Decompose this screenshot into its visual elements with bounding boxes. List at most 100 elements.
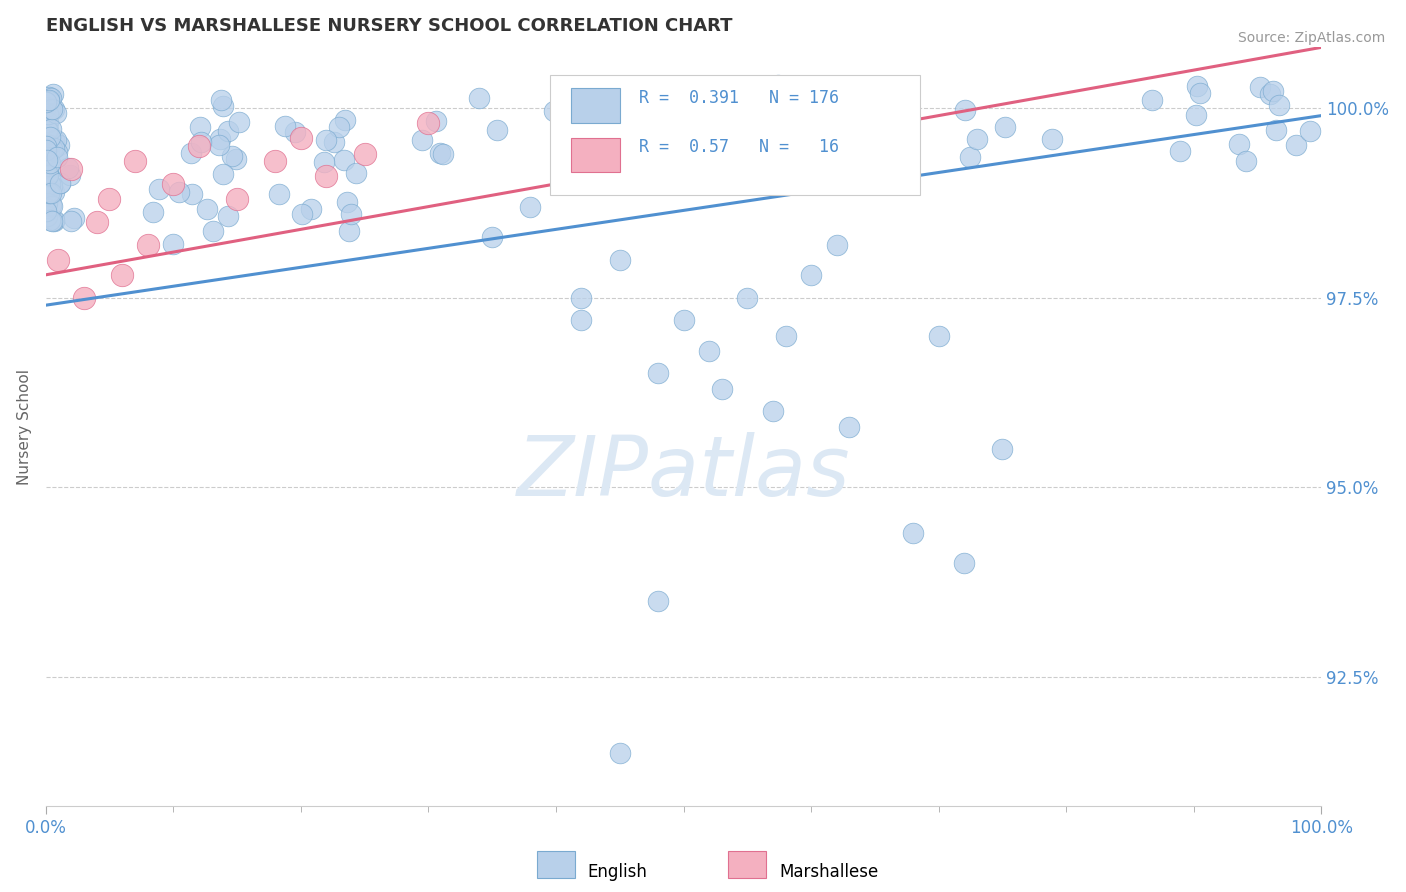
Point bbox=[201, 224, 224, 238]
Point bbox=[336, 195, 359, 210]
Point bbox=[640, 119, 662, 133]
Point bbox=[181, 187, 204, 202]
Point bbox=[418, 116, 440, 130]
Point bbox=[37, 169, 59, 183]
Point bbox=[209, 93, 232, 107]
Point bbox=[315, 133, 337, 147]
Point bbox=[723, 142, 745, 156]
Point bbox=[800, 96, 823, 111]
Point bbox=[664, 104, 686, 119]
Point bbox=[190, 135, 212, 149]
Point bbox=[332, 153, 354, 167]
Point bbox=[486, 123, 509, 137]
Y-axis label: Nursery School: Nursery School bbox=[17, 368, 32, 484]
Point bbox=[42, 87, 65, 101]
Point bbox=[734, 101, 756, 115]
Point bbox=[328, 120, 350, 135]
Point bbox=[38, 137, 60, 152]
Point bbox=[340, 207, 363, 221]
Point bbox=[38, 186, 60, 200]
Point bbox=[37, 114, 59, 128]
Point bbox=[39, 186, 62, 200]
Point bbox=[111, 268, 134, 282]
Point bbox=[41, 102, 63, 116]
Point bbox=[290, 131, 312, 145]
Point bbox=[62, 211, 84, 226]
Point bbox=[561, 82, 583, 96]
Point bbox=[842, 104, 865, 119]
Point bbox=[780, 105, 803, 120]
Point bbox=[212, 167, 235, 181]
Point bbox=[221, 149, 243, 163]
Point bbox=[35, 209, 58, 223]
Point bbox=[765, 133, 787, 147]
Point bbox=[312, 155, 335, 169]
Point bbox=[1249, 79, 1271, 94]
Point bbox=[1261, 84, 1284, 98]
Point bbox=[811, 136, 834, 151]
Point bbox=[38, 94, 60, 108]
Point bbox=[209, 132, 232, 146]
Point bbox=[195, 202, 218, 216]
Point bbox=[710, 382, 733, 396]
Point bbox=[42, 141, 65, 155]
Point bbox=[467, 90, 489, 104]
Point bbox=[56, 161, 79, 175]
Point bbox=[45, 133, 67, 147]
Point bbox=[543, 103, 565, 118]
Point bbox=[344, 166, 367, 180]
Point bbox=[39, 91, 62, 105]
Point bbox=[425, 114, 447, 128]
Point bbox=[432, 147, 454, 161]
Point bbox=[609, 746, 631, 760]
Point bbox=[39, 102, 62, 116]
Point bbox=[800, 268, 823, 282]
Point bbox=[212, 99, 235, 113]
Point bbox=[991, 442, 1014, 457]
Point bbox=[35, 187, 58, 202]
Point bbox=[585, 153, 607, 167]
Point bbox=[322, 135, 344, 149]
Point bbox=[672, 313, 695, 327]
Point bbox=[41, 142, 63, 156]
Point bbox=[315, 169, 337, 184]
Point bbox=[571, 291, 593, 305]
Point bbox=[60, 214, 83, 228]
Point bbox=[162, 236, 184, 251]
FancyBboxPatch shape bbox=[728, 851, 766, 878]
Point bbox=[429, 145, 451, 160]
Point bbox=[859, 98, 882, 112]
Point bbox=[650, 89, 672, 103]
Point bbox=[49, 177, 72, 191]
Point bbox=[187, 139, 209, 153]
Point bbox=[35, 139, 58, 153]
Point bbox=[34, 160, 56, 174]
Point bbox=[581, 136, 603, 150]
Point bbox=[337, 223, 360, 237]
Point bbox=[333, 113, 356, 128]
Point bbox=[217, 209, 239, 223]
Point bbox=[1185, 79, 1208, 94]
Point bbox=[1185, 108, 1208, 122]
Point bbox=[48, 137, 70, 152]
Point bbox=[49, 176, 72, 190]
Point bbox=[124, 154, 146, 169]
Point bbox=[167, 185, 190, 199]
Point bbox=[38, 156, 60, 170]
Point bbox=[647, 594, 669, 608]
Point bbox=[1189, 86, 1212, 100]
Point bbox=[779, 151, 801, 165]
Point bbox=[59, 168, 82, 182]
Point bbox=[41, 121, 63, 136]
Point bbox=[45, 105, 67, 120]
Point bbox=[1264, 122, 1286, 136]
Text: ZIPatlas: ZIPatlas bbox=[516, 432, 851, 513]
Point bbox=[411, 133, 433, 147]
Point bbox=[217, 124, 239, 138]
Point bbox=[41, 214, 63, 228]
Point bbox=[353, 146, 375, 161]
Point bbox=[44, 214, 66, 228]
Point bbox=[634, 84, 657, 98]
Point bbox=[35, 201, 58, 215]
Point bbox=[274, 120, 297, 134]
